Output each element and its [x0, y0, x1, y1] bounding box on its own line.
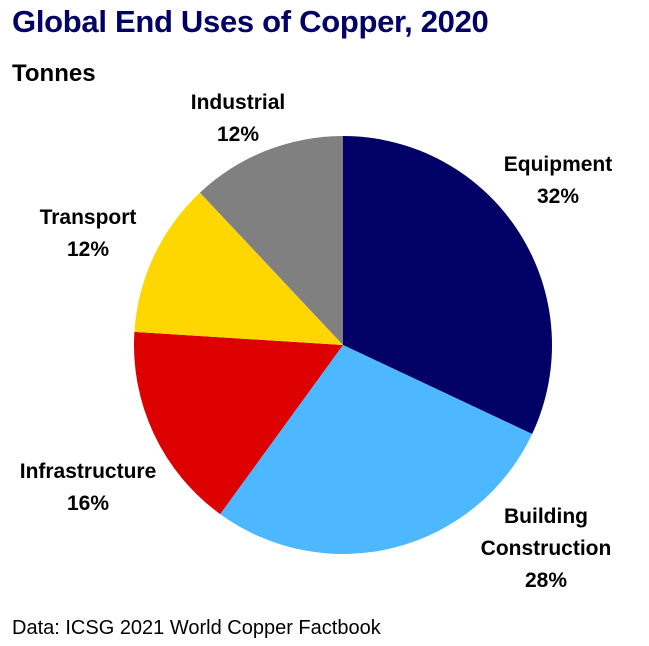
slice-percent: 12%: [67, 238, 109, 261]
slice-name: Infrastructure: [20, 460, 157, 483]
slice-name: Transport: [40, 206, 137, 229]
chart-subtitle: Tonnes: [12, 60, 96, 87]
slice-percent: 12%: [217, 123, 259, 146]
pie-slice-building-construction: [220, 345, 533, 554]
pie-slice-transport: [134, 192, 343, 345]
slice-percent: 32%: [537, 185, 579, 208]
slice-label-transport: Transport 12%: [40, 206, 137, 261]
slice-label-infrastructure: Infrastructure 16%: [20, 460, 157, 515]
slice-name: Building: [504, 505, 588, 528]
slice-label-industrial: Industrial 12%: [191, 91, 286, 146]
data-source-note: Data: ICSG 2021 World Copper Factbook: [12, 617, 381, 639]
pie-slice-equipment: [343, 136, 553, 434]
slice-name: Construction: [481, 537, 612, 560]
slice-name: Equipment: [504, 153, 613, 176]
pie-slice-industrial: [199, 136, 343, 345]
chart-title: Global End Uses of Copper, 2020: [12, 4, 489, 39]
slice-percent: 16%: [67, 492, 109, 515]
slice-name: Industrial: [191, 91, 286, 114]
slice-percent: 28%: [525, 569, 567, 592]
slice-label-building-construction: Building Construction 28%: [481, 505, 612, 592]
pie-slice-infrastructure: [133, 331, 343, 515]
slice-label-equipment: Equipment 32%: [504, 153, 613, 208]
